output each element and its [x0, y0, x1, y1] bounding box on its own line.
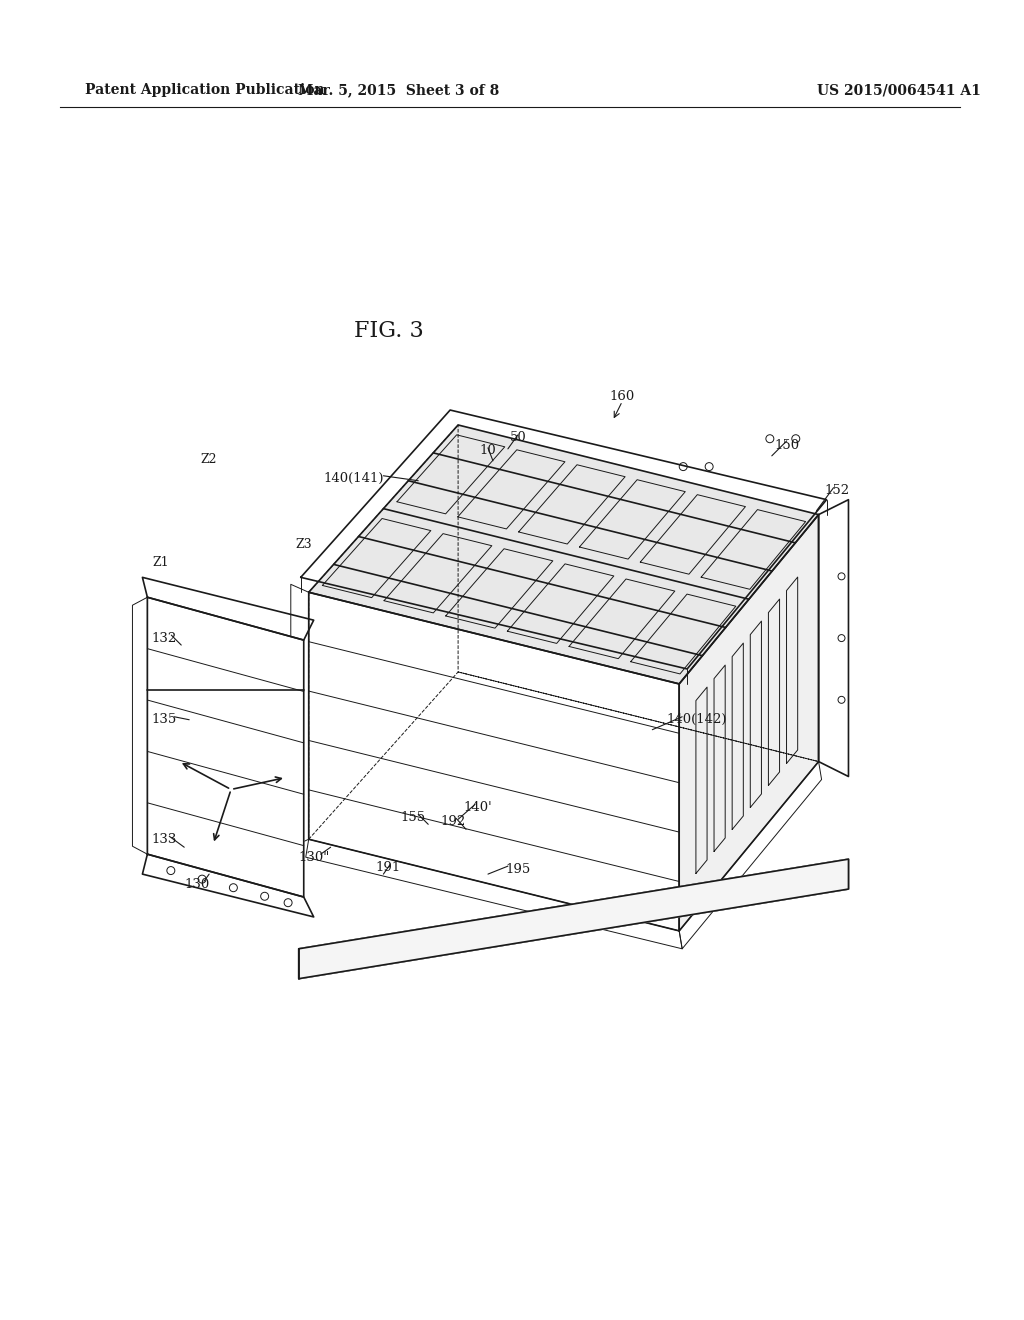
- Text: 133: 133: [152, 833, 177, 846]
- Polygon shape: [308, 593, 679, 931]
- Polygon shape: [147, 597, 304, 898]
- Text: 155: 155: [400, 810, 426, 824]
- Text: FIG. 3: FIG. 3: [353, 321, 423, 342]
- Text: 10: 10: [479, 445, 497, 457]
- Text: Z2: Z2: [201, 453, 217, 466]
- Text: 160: 160: [609, 389, 635, 403]
- Text: 152: 152: [824, 484, 849, 498]
- Text: 130: 130: [184, 878, 210, 891]
- Text: 195: 195: [505, 863, 530, 875]
- Text: Mar. 5, 2015  Sheet 3 of 8: Mar. 5, 2015 Sheet 3 of 8: [298, 83, 499, 98]
- Text: 132: 132: [152, 631, 177, 644]
- Text: 135: 135: [152, 713, 177, 726]
- Text: US 2015/0064541 A1: US 2015/0064541 A1: [816, 83, 981, 98]
- Text: 130": 130": [298, 850, 330, 863]
- Polygon shape: [679, 515, 818, 931]
- Text: 140(142): 140(142): [667, 713, 727, 726]
- Text: 50: 50: [510, 432, 526, 445]
- FancyBboxPatch shape: [453, 453, 481, 471]
- Text: Z1: Z1: [153, 556, 169, 569]
- Text: 140(141): 140(141): [324, 473, 384, 486]
- Text: Patent Application Publication: Patent Application Publication: [85, 83, 325, 98]
- Polygon shape: [308, 425, 818, 684]
- Text: 192: 192: [440, 814, 466, 828]
- Text: 150: 150: [774, 440, 800, 453]
- FancyBboxPatch shape: [493, 463, 521, 480]
- Text: 191: 191: [376, 861, 401, 874]
- Text: Z3: Z3: [296, 539, 312, 550]
- Polygon shape: [299, 859, 849, 978]
- Text: 140': 140': [464, 801, 493, 814]
